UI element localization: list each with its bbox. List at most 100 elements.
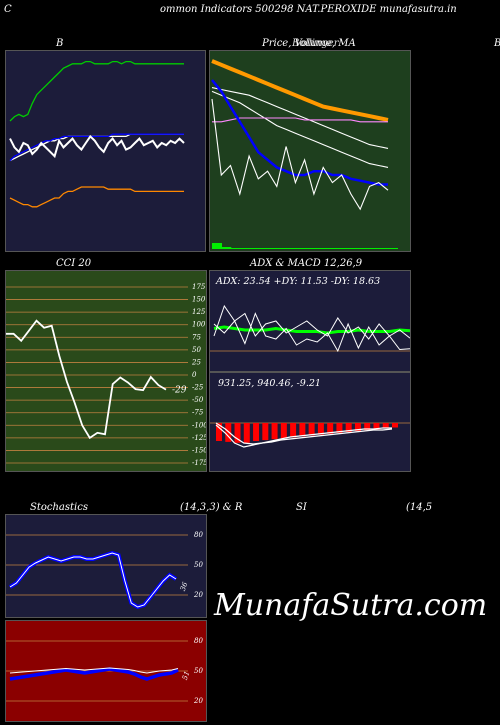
cci-chart: 175 150 125 100 75 50 25 0 -25 -50 -75 -100 -125 -150… [6,283,207,467]
volume-bar [388,248,398,249]
cci-tick-label: 25 [191,358,201,366]
macd-histogram-bar [243,423,250,443]
si-title: SI [296,502,307,513]
bollinger-series-line [9,60,184,122]
macd-histogram-bar [336,423,343,433]
adx-series-line [213,312,410,340]
volume-bar [350,248,361,249]
macd-readout: 931.25, 940.46, -9.21 [218,378,321,389]
volume-bar [258,248,269,249]
rsi-params: (14,5 [406,502,433,513]
bollinger-chart [9,60,185,208]
cci-tick-label: 100 [192,321,206,329]
volume-bar [221,247,232,249]
stoch-params: (14,3,3) & R [180,502,243,513]
stoch-tick-label: 20 [193,591,203,599]
stoch-k-line [8,550,178,610]
cci-tick-label: 75 [192,333,201,341]
volume-bar [332,248,343,249]
macd-histogram-bar [299,423,306,437]
stoch-tick-label: 80 [194,531,203,539]
macd-histogram-bar [216,423,222,441]
macd-histogram-bar [262,423,269,441]
rsi-chart: 80 50 20 51 [6,637,203,705]
cci-tick-label: 175 [192,283,206,291]
macd-histogram-bar [234,423,241,443]
macd-histogram-bar [327,423,334,434]
rsi-last-label: 51 [181,670,192,681]
price-ma-series-line [211,90,389,168]
stoch-last-label: 36 [179,581,190,593]
cci-line [6,319,167,440]
bollinger-series-line [9,134,185,159]
header-left-char: C [4,4,12,15]
cci-tick-label: 125 [192,308,206,316]
stochastics-panel: 80 50 20 36 [5,514,207,618]
macd-histogram-bar [290,423,297,438]
rsi-line [9,667,179,681]
rsi-tick-label: 20 [193,697,203,705]
volume-bar [323,248,334,249]
watermark: MunafaSutra.com [214,588,488,623]
volume-bar [267,248,278,249]
macd-line [215,424,392,448]
macd-histogram-bar [364,423,371,431]
volume-bar [378,248,389,249]
macd-histogram-bar [382,423,389,429]
cci-panel: 175 150 125 100 75 50 25 0 -25 -50 -75 -100 -125 -150… [5,270,207,472]
adx-series-line [213,304,410,353]
price-ma-series-line [211,59,389,122]
stoch-d-line [9,552,177,608]
adx-panel: ADX: 23.54 +DY: 11.53 -DY: 18.63 [209,270,411,372]
volume-bar [230,248,241,249]
cci-title: CCI 20 [56,258,92,269]
macd-histogram-bar [253,423,260,441]
cci-last-label: -29 [172,386,187,396]
macd-panel: 931.25, 940.46, -9.21 [209,372,411,472]
volume-bar [212,243,222,249]
macd-histogram-bar [392,423,398,428]
cci-tick-label: -75 [192,409,204,417]
volume-bar [341,248,352,249]
macd-chart [210,422,410,448]
cci-tick-label: -125 [192,434,207,442]
volume-bar [304,248,315,249]
cci-tick-label: -175 [192,459,207,467]
rsi-tick-label: 50 [194,667,203,675]
adx-chart [210,304,410,353]
macd-histogram-bar [280,423,287,439]
price-ma-series-line [211,79,388,186]
volume-bar [239,248,250,249]
bollinger-panel [5,50,206,252]
macd-histogram-bar [317,423,324,435]
stochastics-title: Stochastics [30,502,88,513]
cci-tick-label: -100 [192,421,207,429]
macd-histogram-bar [225,423,232,442]
bollinger-title: B [56,38,64,49]
volume-bar [313,248,324,249]
macd-histogram-bar [308,423,315,436]
volume-bar [249,248,260,249]
bollinger-series-line [9,133,184,162]
bollinger-series-line [9,186,184,208]
adx-macd-title: ADX & MACD 12,26,9 [250,258,363,269]
cci-tick-label: 150 [192,296,206,304]
price-ma-series-line [212,117,388,123]
volume-bar [360,248,371,249]
macd-histogram-bar [354,423,361,432]
price-ma-overlay-title: Bollinger [292,38,339,49]
adx-readout: ADX: 23.54 +DY: 11.53 -DY: 18.63 [216,276,381,287]
price-ma-title: Price, Volume, MA [262,38,356,49]
volume-bar [286,248,297,249]
price-ma-series-line [211,98,389,211]
cci-tick-label: 50 [192,346,201,354]
cci-tick-label: -25 [192,384,204,392]
macd-histogram-bar [373,423,380,430]
cci-tick-label: 0 [192,371,197,379]
stoch-tick-label: 50 [194,561,203,569]
adx-series-line [213,325,410,335]
price-ma-series-line [211,87,389,149]
right-edge-title: B [494,38,500,49]
page-title: ommon Indicators 500298 NAT.PEROXIDE mun… [160,4,457,15]
